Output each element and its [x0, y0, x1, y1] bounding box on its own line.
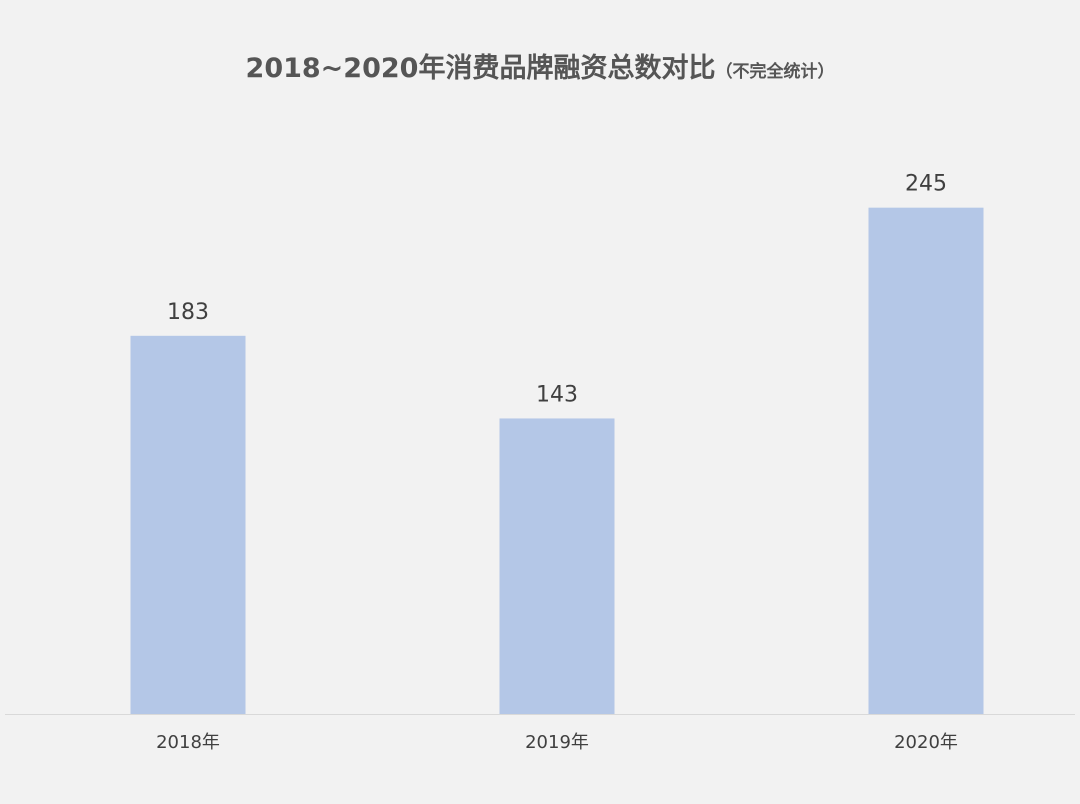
bars-group: [130, 207, 984, 714]
category-label-2020年: 2020年: [894, 732, 958, 753]
bar-2020年: [868, 207, 984, 714]
chart-title-main: 2018~2020年消费品牌融资总数对比: [245, 53, 716, 84]
value-label-2019年: 143: [536, 382, 578, 407]
bar-2018年: [130, 335, 246, 714]
category-label-2018年: 2018年: [156, 732, 220, 753]
chart-subtitle: （不完全统计）: [715, 62, 835, 82]
value-label-2018年: 183: [167, 300, 209, 325]
value-label-2020年: 245: [905, 172, 947, 197]
value-labels-group: 183 143 245: [167, 172, 947, 408]
category-labels-group: 2018年 2019年 2020年: [156, 732, 958, 753]
bar-2019年: [499, 418, 615, 714]
category-label-2019年: 2019年: [525, 732, 589, 753]
chart-title: 2018~2020年消费品牌融资总数对比（不完全统计）: [0, 46, 1080, 85]
